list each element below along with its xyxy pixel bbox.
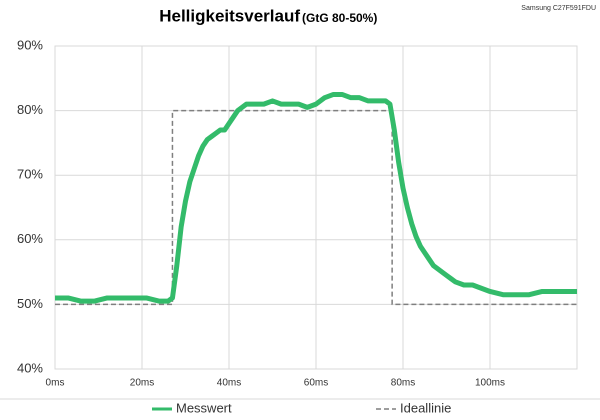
chart-subtitle: (GtG 80-50%)	[302, 11, 377, 25]
legend-label: Messwert	[176, 400, 232, 415]
series-line	[55, 91, 577, 304]
x-tick-label: 60ms	[304, 378, 328, 389]
y-tick-label: 70%	[17, 167, 43, 182]
x-tick-label: 80ms	[391, 378, 415, 389]
y-tick-label: 50%	[17, 296, 43, 311]
device-label: Samsung C27F591FDU	[521, 5, 596, 12]
legend-label: Ideallinie	[400, 400, 451, 415]
x-tick-label: 20ms	[130, 378, 154, 389]
y-tick-label: 80%	[17, 102, 43, 117]
y-tick-label: 40%	[17, 360, 43, 375]
chart-title: Helligkeitsverlauf	[159, 6, 300, 25]
x-tick-label: 40ms	[217, 378, 241, 389]
x-tick-label: 100ms	[475, 378, 505, 389]
y-tick-label: 90%	[17, 37, 43, 52]
y-tick-label: 60%	[17, 231, 43, 246]
x-tick-label: 0ms	[46, 378, 65, 389]
series-line	[55, 109, 577, 306]
